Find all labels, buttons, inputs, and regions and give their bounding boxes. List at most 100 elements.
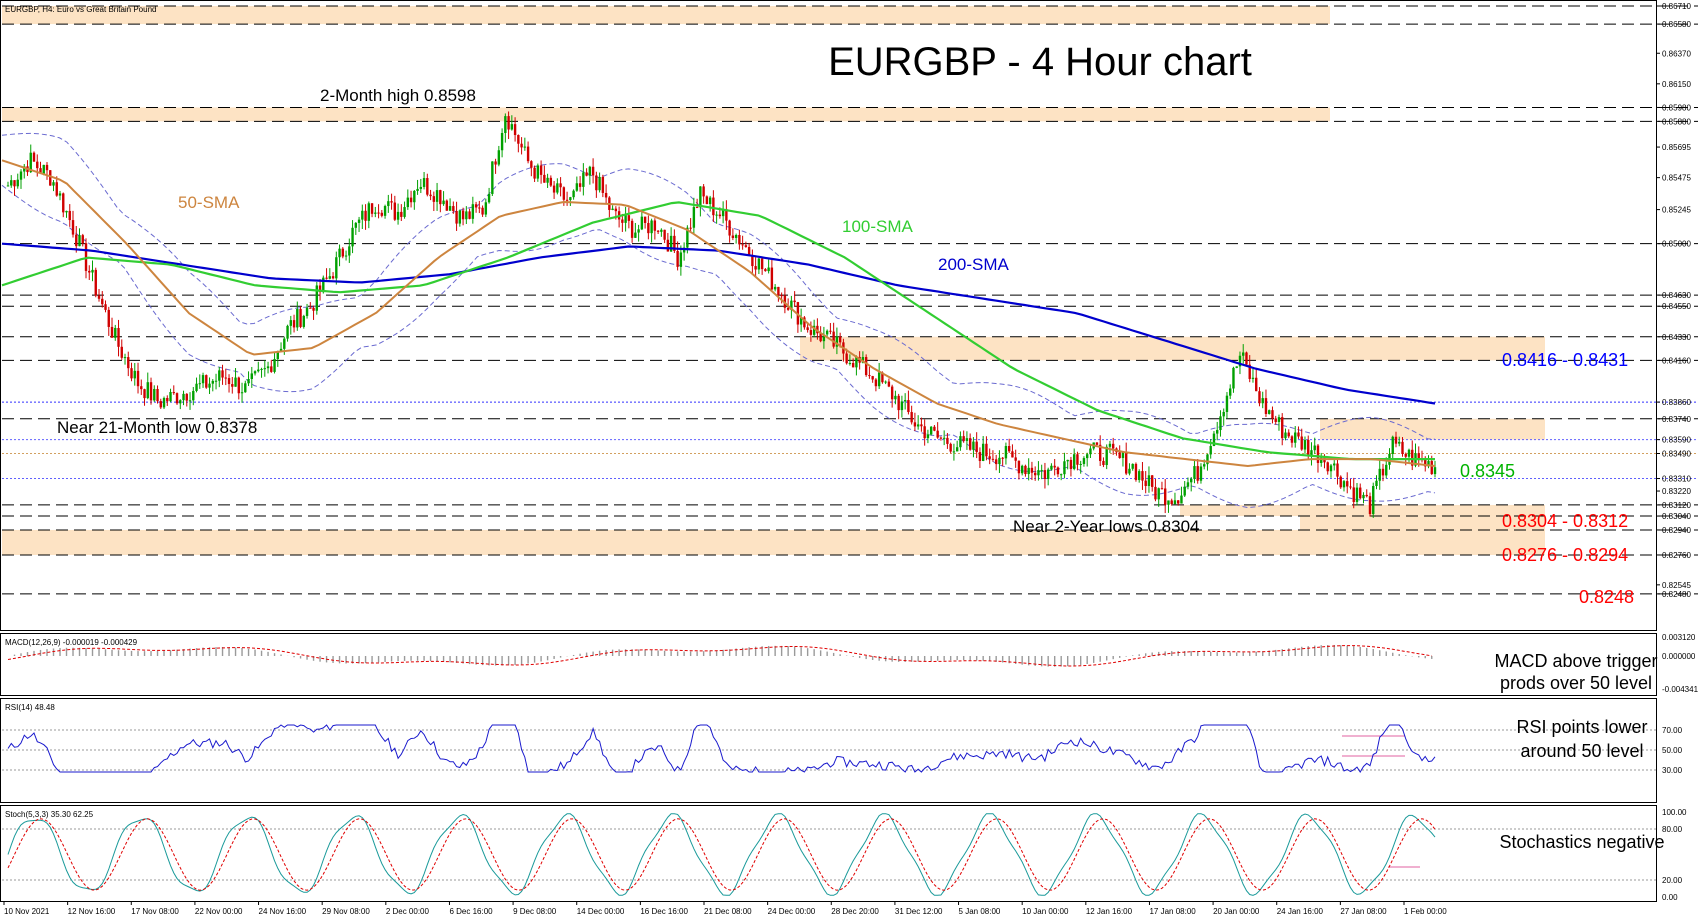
candle-body [877, 372, 881, 387]
candle-body [312, 307, 315, 311]
candle-body [497, 150, 501, 165]
rsi-axis-label: 50.00 [1662, 746, 1683, 755]
candle-body [292, 320, 296, 328]
candle-body [458, 210, 462, 224]
candle-body [868, 375, 871, 377]
candle-body [747, 246, 751, 256]
zone-5 [2, 529, 1545, 555]
candle-body [114, 327, 117, 338]
candle-body [1316, 445, 1320, 463]
candle-body [793, 300, 796, 303]
candle-body [179, 400, 182, 404]
candle-body [305, 307, 309, 316]
macd-axis-label: -0.004341 [1662, 685, 1698, 694]
candle-body [1310, 450, 1313, 456]
candle-body [894, 395, 897, 400]
candle-body [1300, 436, 1303, 450]
candle-body [377, 212, 380, 214]
candle-body [1274, 418, 1277, 422]
rsi-line [7, 724, 1436, 773]
candle-body [1368, 496, 1372, 515]
candle-body [728, 220, 731, 236]
candle-body [130, 368, 133, 379]
candle-body [988, 456, 991, 459]
candle-body [1098, 444, 1102, 461]
support1-label: 0.8304 - 0.8312 [1502, 511, 1628, 531]
candle-body [1141, 471, 1144, 481]
candle-body [452, 206, 455, 212]
price-panel-border [0, 0, 1657, 631]
candle-body [806, 327, 809, 331]
candle-body [442, 200, 445, 205]
candle-body [1277, 417, 1281, 422]
time-label: 20 Jan 00:00 [1213, 907, 1260, 916]
candle-body [400, 211, 403, 217]
candle-body [1394, 436, 1398, 444]
candle-body [1222, 411, 1225, 417]
candle-body [790, 300, 793, 310]
candle-body [117, 327, 120, 347]
candle-body [543, 174, 546, 183]
candle-body [1307, 439, 1310, 456]
macd-label: MACD(12,26,9) -0.000019 -0.000429 [5, 638, 138, 647]
candle-body [539, 165, 543, 175]
candle-body [432, 196, 436, 202]
price-label: 0.85880 [1662, 117, 1691, 126]
candle-body [669, 235, 673, 252]
candle-body [1329, 465, 1333, 472]
pivot-label: 0.8345 [1460, 461, 1515, 481]
candle-body [361, 210, 364, 220]
candle-body [1407, 449, 1411, 457]
macd-panel-border [0, 633, 1657, 696]
stoch-axis-label: 20.00 [1662, 876, 1683, 885]
candle-body [374, 212, 377, 214]
candle-body [874, 379, 878, 387]
candle-body [1196, 466, 1199, 481]
candle-body [1216, 430, 1219, 434]
bollinger-lower [1, 184, 1436, 509]
candle-body [611, 208, 614, 210]
candle-body [546, 177, 549, 183]
candle-body [1375, 480, 1378, 486]
candle-body [1027, 467, 1030, 475]
candle-body [266, 366, 270, 369]
candle-body [234, 377, 237, 387]
time-label: 5 Jan 08:00 [959, 907, 1001, 916]
sma100-line [1, 201, 1435, 461]
candle-body [786, 307, 790, 310]
candle-body [88, 270, 91, 273]
candle-body [903, 400, 907, 402]
candle-body [1427, 461, 1430, 467]
time-label: 31 Dec 12:00 [895, 907, 943, 916]
price-label: 0.86580 [1662, 20, 1691, 29]
candle-body [393, 202, 397, 220]
candle-body [1102, 460, 1105, 466]
time-label: 14 Dec 00:00 [577, 907, 625, 916]
instrument-label: EURGBP, H4: Euro vs Great Britain Pound [5, 5, 156, 14]
rsi-comment-1: RSI points lower [1516, 717, 1647, 737]
price-label: 0.83310 [1662, 475, 1691, 484]
candle-body [1059, 474, 1063, 476]
candle-body [1053, 465, 1056, 468]
candle-body [1203, 464, 1206, 467]
candle-body [107, 309, 110, 327]
candle-body [705, 196, 709, 205]
candle-body [1297, 432, 1300, 437]
support3-label: 0.8248 [1579, 587, 1634, 607]
macd-comment-2: prods over 50 level [1500, 673, 1652, 693]
stoch-k-line [7, 813, 1436, 896]
candle-body [809, 330, 813, 335]
price-label: 0.83490 [1662, 450, 1691, 459]
candle-body [591, 166, 595, 176]
macd-signal-line [7, 645, 1432, 667]
time-label: 24 Dec 00:00 [768, 907, 816, 916]
candle-body [1313, 445, 1316, 451]
candles [6, 111, 1437, 518]
price-label: 0.84330 [1662, 333, 1691, 342]
candle-body [296, 308, 299, 328]
candle-body [764, 269, 767, 272]
candle-body [1417, 453, 1420, 460]
support2-label: 0.8276 - 0.8294 [1502, 545, 1628, 565]
candle-body [1225, 395, 1229, 412]
candle-body [533, 167, 536, 179]
